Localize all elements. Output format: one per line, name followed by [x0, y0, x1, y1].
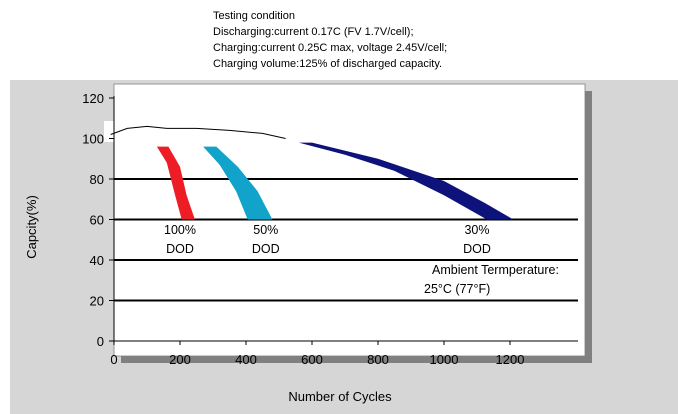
- testing-condition-line-2: Charging:current 0.25C max, voltage 2.45…: [213, 42, 447, 54]
- ambient-temperature-label: Ambient Termperature:: [432, 263, 559, 277]
- dod-label-bottom-100pct: DOD: [166, 242, 194, 256]
- x-tick-label-0: 0: [110, 352, 117, 367]
- series-band-30pct: [298, 142, 514, 220]
- series-layer: [110, 125, 514, 220]
- testing-condition-line-1: Discharging:current 0.17C (FV 1.7V/cell)…: [213, 26, 414, 38]
- y-tick-label-0: 0: [97, 334, 104, 349]
- dod-label-top-50pct: 50%: [253, 223, 278, 237]
- dod-label-top-100pct: 100%: [164, 223, 196, 237]
- dod-label-top-30pct: 30%: [464, 223, 489, 237]
- x-tick-label-800: 800: [367, 352, 389, 367]
- testing-condition-title: Testing condition: [213, 10, 295, 22]
- y-tick-label-60: 60: [90, 213, 104, 228]
- x-tick-label-600: 600: [301, 352, 323, 367]
- y-tick-label-20: 20: [90, 294, 104, 309]
- y-tick-label-120: 120: [82, 91, 104, 106]
- x-tick-label-1000: 1000: [430, 352, 459, 367]
- testing-condition-note: Testing condition Discharging:current 0.…: [213, 10, 447, 70]
- axis-layer: [109, 96, 578, 345]
- y-tick-label-80: 80: [90, 172, 104, 187]
- dod-label-bottom-30pct: DOD: [463, 242, 491, 256]
- y-tick-label-40: 40: [90, 253, 104, 268]
- series-band-100pct: [156, 146, 195, 220]
- initial-curve-band: [104, 121, 576, 142]
- initial-capacity-curve: [110, 125, 286, 139]
- x-tick-label-200: 200: [169, 352, 191, 367]
- x-tick-label-400: 400: [235, 352, 257, 367]
- series-band-50pct: [203, 146, 273, 220]
- x-tick-label-1200: 1200: [496, 352, 525, 367]
- testing-condition-line-3: Charging volume:125% of discharged capac…: [213, 58, 442, 70]
- x-axis-label: Number of Cycles: [288, 389, 392, 404]
- ambient-temperature-value: 25°C (77°F): [424, 282, 490, 296]
- y-axis-label: Capcity(%): [24, 195, 39, 259]
- dod-label-bottom-50pct: DOD: [252, 242, 280, 256]
- y-tick-label-100: 100: [82, 132, 104, 147]
